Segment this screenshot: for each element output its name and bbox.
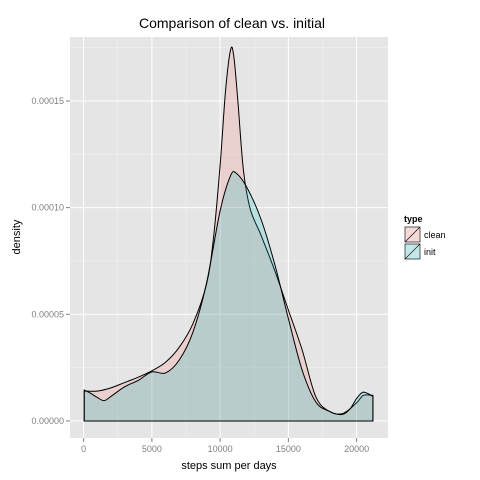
legend-label-init: init <box>424 247 436 257</box>
legend-title: type <box>404 214 423 224</box>
y-axis: 0.00000 0.00005 0.00010 0.00015 <box>31 96 70 426</box>
x-tick-label: 5000 <box>142 444 162 454</box>
legend-label-clean: clean <box>424 230 446 240</box>
x-axis-title: steps sum per days <box>181 460 277 472</box>
y-tick-label: 0.00010 <box>31 203 64 213</box>
legend: type clean init <box>403 214 446 261</box>
x-tick-label: 15000 <box>276 444 301 454</box>
x-axis: 0 5000 10000 15000 20000 <box>81 438 369 454</box>
density-areas <box>83 46 374 422</box>
y-axis-title: density <box>11 219 23 254</box>
x-tick-label: 0 <box>81 444 86 454</box>
density-area-init <box>83 170 374 422</box>
y-tick-label: 0.00000 <box>31 416 64 426</box>
y-tick-label: 0.00015 <box>31 96 64 106</box>
x-tick-label: 20000 <box>344 444 369 454</box>
x-tick-label: 10000 <box>208 444 233 454</box>
y-tick-label: 0.00005 <box>31 309 64 319</box>
plot-panel <box>70 37 388 438</box>
chart-title: Comparison of clean vs. initial <box>139 15 325 31</box>
density-area-clean <box>83 46 374 422</box>
legend-key-line <box>404 243 421 260</box>
legend-key-line <box>404 226 421 243</box>
